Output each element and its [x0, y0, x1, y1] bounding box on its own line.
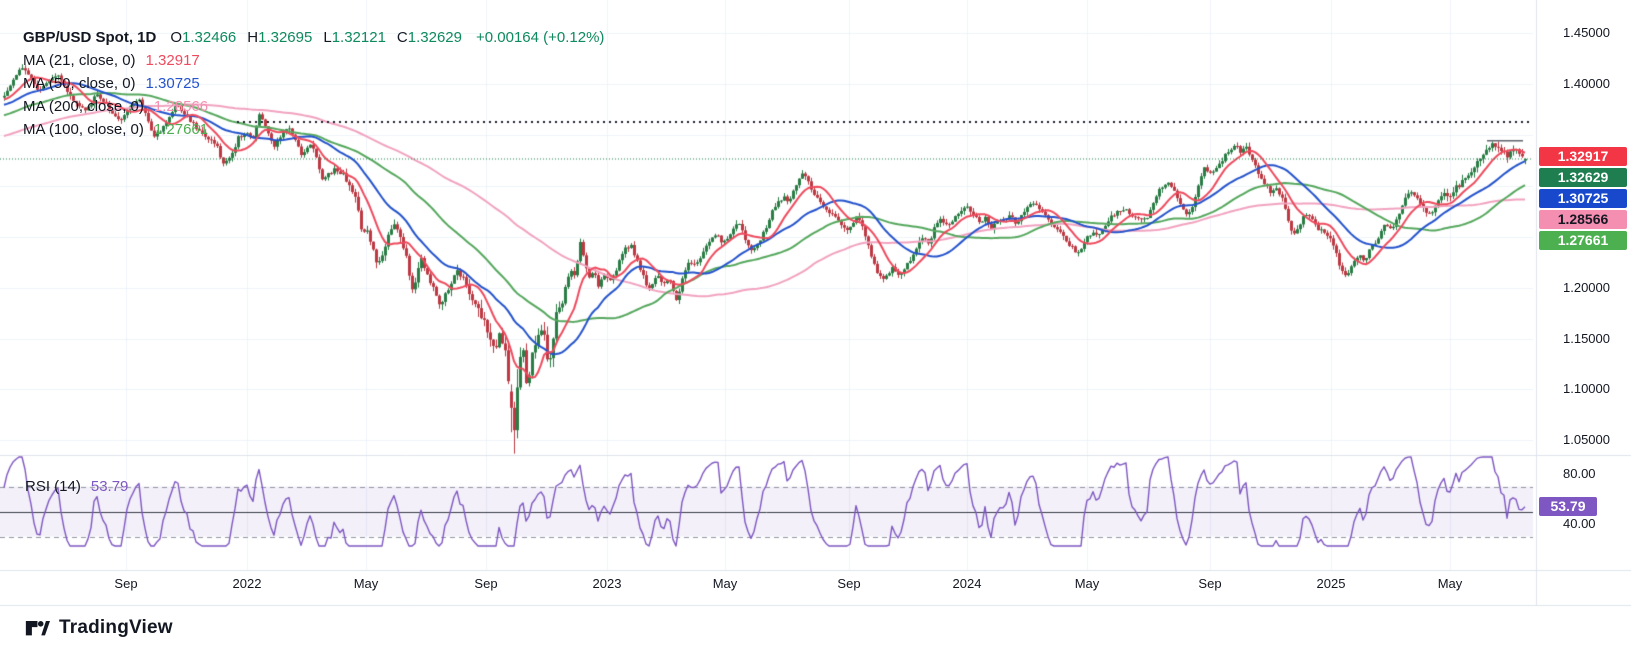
change-value: +0.00164 (+0.12%)	[476, 29, 605, 46]
time-axis-label: Sep	[1198, 576, 1222, 591]
ohlc-close-label: C	[396, 29, 408, 46]
price-axis-label: 1.05000	[1563, 432, 1610, 448]
time-axis-label: May	[712, 576, 738, 591]
time-axis-label: May	[353, 576, 379, 591]
time-axis-label: May	[1074, 576, 1100, 591]
ohlc-low-label: L	[323, 29, 332, 46]
symbol-legend-row[interactable]: GBP/USD Spot, 1D O1.32466 H1.32695 L1.32…	[23, 26, 604, 49]
ma50-price-badge: 1.30725	[1539, 188, 1627, 208]
symbol-title[interactable]: GBP/USD Spot, 1D	[23, 29, 157, 46]
ma200-price-badge: 1.28566	[1539, 209, 1627, 229]
ma200-value: 1.28566	[153, 98, 209, 115]
ma50-legend-row[interactable]: MA (50, close, 0) 1.30725	[23, 72, 604, 95]
tradingview-logo-text: TradingView	[59, 617, 173, 638]
rsi-axis-label: 80.00	[1563, 466, 1596, 481]
ma100-price-badge: 1.27661	[1539, 230, 1627, 250]
time-axis-label: 2024	[952, 576, 982, 591]
ma21-value: 1.32917	[145, 52, 200, 69]
time-axis-label: 2025	[1316, 576, 1346, 591]
ma100-value: 1.27661	[153, 121, 209, 138]
chart-legend: GBP/USD Spot, 1D O1.32466 H1.32695 L1.32…	[23, 26, 604, 141]
ma200-label: MA (200, close, 0)	[23, 98, 144, 115]
tradingview-icon	[25, 621, 50, 636]
time-axis-label: 2022	[232, 576, 262, 591]
ma21-legend-row[interactable]: MA (21, close, 0) 1.32917	[23, 49, 604, 72]
price-axis[interactable]: 1.45000 1.40000 1.20000 1.15000 1.10000 1.050…	[1537, 0, 1631, 605]
rsi-label: RSI (14)	[25, 478, 81, 495]
price-axis-label: 1.20000	[1563, 279, 1610, 295]
price-axis-label: 1.15000	[1563, 330, 1610, 346]
rsi-value-badge: 53.79	[1539, 497, 1597, 517]
ma50-label: MA (50, close, 0)	[23, 75, 136, 92]
time-axis-label: Sep	[474, 576, 498, 591]
rsi-axis-label: 40.00	[1563, 516, 1596, 531]
ohlc-low: L1.32121	[323, 29, 386, 46]
current-price-badge: 1.32629	[1539, 167, 1627, 187]
ohlc-high-value: 1.32695	[258, 29, 313, 46]
rsi-legend[interactable]: RSI (14) 53.79	[25, 478, 128, 495]
ohlc-open: O1.32466	[170, 29, 236, 46]
price-axis-label: 1.10000	[1563, 381, 1610, 397]
time-axis-label: Sep	[114, 576, 138, 591]
ma50-value: 1.30725	[145, 75, 200, 92]
price-axis-label: 1.45000	[1563, 25, 1610, 40]
ma200-legend-row[interactable]: MA (200, close, 0) 1.28566	[23, 95, 604, 118]
ohlc-low-value: 1.32121	[331, 29, 386, 46]
tradingview-logo[interactable]: TradingView	[24, 615, 173, 641]
time-axis[interactable]: Sep 2022 May Sep 2023 May Sep 2024 May Sep 2025 May	[0, 570, 1537, 605]
ma100-legend-row[interactable]: MA (100, close, 0) 1.27661	[23, 118, 604, 141]
ohlc-open-label: O	[170, 29, 183, 46]
ohlc-high-label: H	[247, 29, 259, 46]
ohlc-close: C1.32629	[397, 29, 462, 46]
price-axis-label: 1.40000	[1563, 75, 1610, 91]
ohlc-open-value: 1.32466	[182, 29, 237, 46]
ma21-label: MA (21, close, 0)	[23, 52, 136, 69]
ohlc-close-value: 1.32629	[407, 29, 462, 46]
time-axis-label: 2023	[592, 576, 622, 591]
ohlc-high: H1.32695	[247, 29, 312, 46]
rsi-value: 53.79	[90, 478, 129, 495]
time-axis-label: May	[1437, 576, 1463, 591]
time-axis-label: Sep	[837, 576, 861, 591]
ma21-price-badge: 1.32917	[1539, 146, 1627, 166]
ma100-label: MA (100, close, 0)	[23, 121, 144, 138]
